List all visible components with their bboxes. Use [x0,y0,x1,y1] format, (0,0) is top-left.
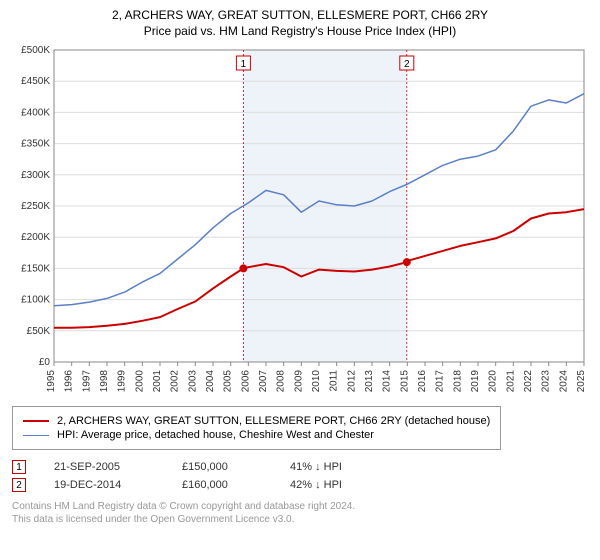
sale-row: 1 21-SEP-2005 £150,000 41% ↓ HPI [12,460,588,474]
sale-date: 19-DEC-2014 [54,479,154,491]
footer-note: Contains HM Land Registry data © Crown c… [12,500,588,526]
svg-text:1996: 1996 [64,370,75,393]
svg-text:1: 1 [241,59,247,70]
footer-line1: Contains HM Land Registry data © Crown c… [12,500,588,513]
legend-swatch [23,420,49,422]
legend-box: 2, ARCHERS WAY, GREAT SUTTON, ELLESMERE … [12,406,501,450]
svg-text:£50K: £50K [27,326,51,337]
legend-row: 2, ARCHERS WAY, GREAT SUTTON, ELLESMERE … [23,415,490,427]
svg-text:£200K: £200K [21,232,50,243]
svg-text:2020: 2020 [488,370,499,393]
svg-text:2009: 2009 [293,370,304,393]
chart-title-line1: 2, ARCHERS WAY, GREAT SUTTON, ELLESMERE … [12,8,588,22]
svg-text:2019: 2019 [470,370,481,393]
footer-line2: This data is licensed under the Open Gov… [12,513,588,526]
svg-text:2021: 2021 [505,370,516,393]
svg-text:£0: £0 [39,357,51,368]
svg-text:2014: 2014 [382,370,393,393]
svg-text:2015: 2015 [399,370,410,393]
svg-text:£300K: £300K [21,170,50,181]
svg-text:2006: 2006 [240,370,251,393]
svg-text:£250K: £250K [21,201,50,212]
svg-text:2010: 2010 [311,370,322,393]
sale-marker-box: 2 [12,478,26,492]
sale-price: £150,000 [182,461,262,473]
sale-hpi: 41% ↓ HPI [290,461,370,473]
svg-text:1999: 1999 [117,370,128,393]
chart-container: 2, ARCHERS WAY, GREAT SUTTON, ELLESMERE … [0,0,600,534]
svg-text:2011: 2011 [329,370,340,392]
chart-title-line2: Price paid vs. HM Land Registry's House … [12,24,588,38]
svg-text:2000: 2000 [134,370,145,393]
svg-text:£100K: £100K [21,295,50,306]
svg-text:£350K: £350K [21,139,50,150]
svg-text:£400K: £400K [21,107,50,118]
sale-row: 2 19-DEC-2014 £160,000 42% ↓ HPI [12,478,588,492]
svg-text:2003: 2003 [187,370,198,393]
svg-text:2017: 2017 [435,370,446,393]
svg-text:2008: 2008 [276,370,287,393]
svg-text:2012: 2012 [346,370,357,393]
svg-text:£150K: £150K [21,263,50,274]
svg-text:2023: 2023 [541,370,552,393]
svg-text:2007: 2007 [258,370,269,393]
legend-row: HPI: Average price, detached house, Ches… [23,429,490,441]
svg-text:2: 2 [404,59,410,70]
legend-label: HPI: Average price, detached house, Ches… [57,429,374,441]
svg-text:2024: 2024 [558,370,569,393]
svg-text:2016: 2016 [417,370,428,393]
svg-text:2002: 2002 [170,370,181,393]
chart-plot: £0 £50K £100K £150K £200K £250K £300K £350K £400… [12,44,588,398]
svg-text:2004: 2004 [205,370,216,393]
legend-swatch [23,435,49,436]
svg-text:2022: 2022 [523,370,534,393]
sale-date: 21-SEP-2005 [54,461,154,473]
sale-price: £160,000 [182,479,262,491]
svg-text:2018: 2018 [452,370,463,393]
legend-label: 2, ARCHERS WAY, GREAT SUTTON, ELLESMERE … [57,415,490,427]
sale-hpi: 42% ↓ HPI [290,479,370,491]
chart-svg: £0 £50K £100K £150K £200K £250K £300K £350K £400… [12,44,588,398]
svg-text:£450K: £450K [21,76,50,87]
svg-text:1997: 1997 [81,370,92,393]
svg-text:2013: 2013 [364,370,375,393]
svg-text:1998: 1998 [99,370,110,393]
svg-text:£500K: £500K [21,45,50,56]
sales-table: 1 21-SEP-2005 £150,000 41% ↓ HPI 2 19-DEC-201… [12,460,588,492]
svg-text:2005: 2005 [223,370,234,393]
svg-text:2001: 2001 [152,370,163,393]
svg-text:1995: 1995 [46,370,57,393]
svg-text:2025: 2025 [576,370,587,393]
sale-marker-box: 1 [12,460,26,474]
